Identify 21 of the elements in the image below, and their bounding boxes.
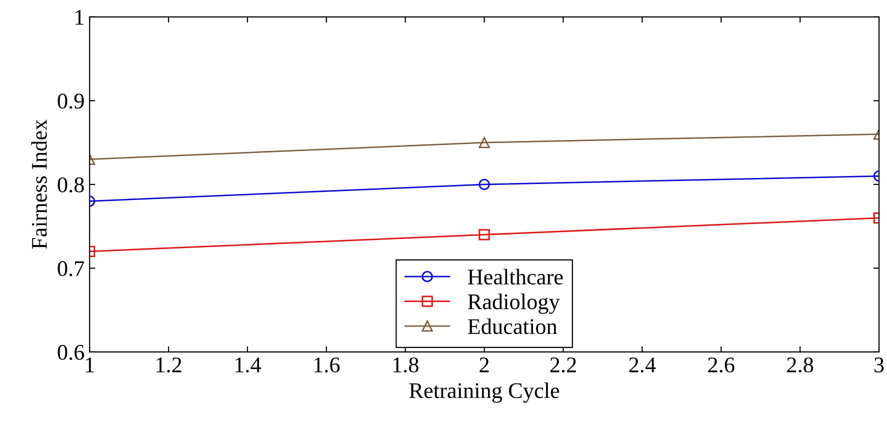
y-axis-title: Fairness Index (31, 120, 47, 249)
x-tick-label: 2.6 (708, 358, 734, 373)
legend-label: Healthcare (468, 268, 563, 285)
x-tick-label: 3 (874, 358, 884, 372)
y-tick-label: 1 (76, 10, 84, 25)
x-tick-label: 2.2 (550, 358, 576, 373)
x-tick-label: 2.8 (787, 357, 814, 373)
x-tick-label: 2 (480, 358, 489, 372)
x-tick-label: 1.4 (236, 358, 262, 373)
x-tick-label: 1.8 (393, 357, 418, 373)
x-tick-label: 1.2 (156, 358, 182, 373)
legend-label: Radiology (468, 294, 560, 314)
x-axis-title: Retraining Cycle (409, 382, 560, 403)
y-tick-label: 0.6 (58, 344, 84, 360)
legend-label: Education (468, 318, 558, 334)
x-tick-label: 1 (86, 358, 94, 372)
x-tick-label: 2.4 (629, 358, 656, 373)
y-tick-label: 0.7 (58, 261, 84, 276)
x-tick-label: 1.6 (314, 358, 340, 373)
y-tick-label: 0.9 (58, 94, 84, 109)
y-tick-label: 0.8 (58, 177, 84, 192)
